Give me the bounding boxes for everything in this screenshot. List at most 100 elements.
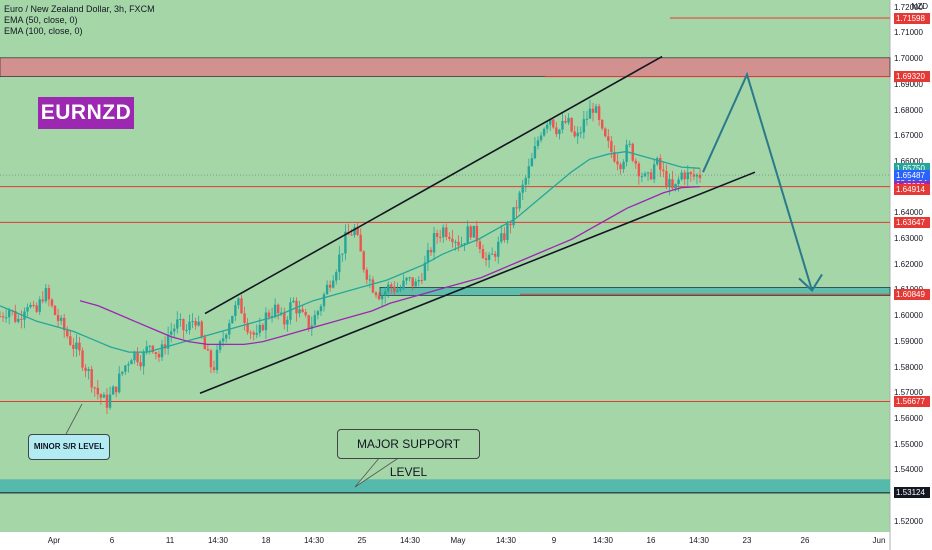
candle-body: [169, 331, 173, 335]
candle-body: [585, 118, 589, 120]
candle-body: [576, 132, 579, 137]
time-axis-panel: [0, 532, 890, 550]
candle-body: [686, 172, 689, 180]
candle-body: [674, 183, 677, 189]
candle-body: [133, 351, 136, 361]
candle-body: [377, 295, 381, 300]
ema100-legend[interactable]: EMA (100, close, 0): [4, 26, 83, 36]
candle-body: [656, 158, 659, 165]
candle-body: [90, 369, 93, 388]
price-tick-label: 1.66000: [894, 156, 923, 166]
ema100-line: [79, 185, 701, 346]
candle-body: [454, 241, 457, 243]
candle-body: [573, 131, 576, 137]
candle-body: [649, 172, 653, 180]
candle-body: [442, 227, 445, 238]
candle-body: [338, 254, 341, 273]
candle-body: [246, 322, 249, 333]
candle-body: [1, 316, 5, 318]
candle-body: [512, 207, 515, 226]
candle-body: [542, 128, 546, 136]
candle-body: [111, 386, 115, 395]
candle-body: [616, 161, 619, 165]
candle-body: [75, 342, 78, 349]
candle-body: [313, 315, 317, 326]
candle-body: [680, 172, 683, 180]
time-tick-label: 14:30: [592, 536, 614, 545]
price-tag: 1.56677: [894, 396, 930, 408]
candle-body: [188, 321, 191, 331]
major-support-zone: [0, 479, 890, 493]
symbol-title[interactable]: Euro / New Zealand Dollar, 3h, FXCM: [4, 4, 155, 14]
candle-body: [102, 394, 106, 398]
candle-body: [503, 233, 506, 241]
candle-body: [500, 233, 503, 242]
time-tick-label: 18: [261, 536, 271, 545]
candle-body: [570, 117, 573, 132]
candle-body: [683, 172, 686, 180]
candle-body: [625, 144, 628, 162]
candle-body: [677, 179, 680, 184]
candle-body: [176, 319, 179, 329]
candle-body: [252, 332, 255, 335]
candle-body: [689, 172, 693, 175]
price-tick-label: 1.64000: [894, 208, 923, 218]
candle-body: [53, 305, 57, 315]
candle-body: [50, 299, 54, 306]
candle-body: [438, 236, 442, 238]
candle-body: [203, 337, 207, 350]
time-tick-label: 14:30: [495, 536, 517, 545]
projection-arrow: [702, 71, 813, 291]
ema50-line: [0, 150, 701, 353]
candle-body: [628, 143, 631, 145]
candle-body: [591, 108, 595, 113]
candle-body: [539, 135, 543, 141]
price-tag: 1.65750: [894, 162, 930, 174]
time-tick-label: 11: [165, 536, 175, 545]
candle-body: [417, 279, 420, 282]
candle-body: [451, 238, 454, 243]
candle-body: [163, 344, 167, 349]
candle-body: [619, 164, 622, 170]
price-tag: 1.64914: [894, 184, 930, 196]
price-tick-label: 1.52000: [894, 516, 923, 526]
price-tick-label: 1.68000: [894, 105, 923, 115]
candle-body: [445, 227, 448, 237]
currency-label: NZD: [911, 2, 928, 11]
candle-body: [558, 129, 561, 135]
candle-body: [380, 295, 384, 300]
candle-body: [142, 352, 145, 367]
candle-body: [249, 332, 252, 334]
price-tick-label: 1.59000: [894, 336, 923, 346]
candle-body: [604, 128, 607, 137]
time-tick-label: Jun: [872, 536, 886, 545]
price-tick-label: 1.67000: [894, 131, 923, 141]
candle-body: [264, 312, 268, 331]
time-tick-label: May: [450, 536, 466, 545]
symbol-badge: EURNZD: [38, 97, 134, 129]
candle-body: [521, 184, 524, 193]
candle-body: [225, 334, 228, 339]
candle-body: [594, 106, 598, 113]
candle-body: [509, 223, 512, 226]
candle-body: [481, 249, 485, 259]
candle-body: [32, 304, 35, 306]
candle-body: [487, 254, 491, 260]
time-tick-label: 26: [800, 536, 810, 545]
candle-body: [47, 288, 51, 300]
candle-body: [237, 298, 240, 306]
major-support-callout: MAJOR SUPPORT LEVEL: [337, 429, 480, 479]
candle-body: [582, 119, 586, 133]
candle-body: [157, 353, 161, 358]
ema50-legend[interactable]: EMA (50, close, 0): [4, 15, 78, 25]
price-tag: 1.60849: [894, 288, 930, 300]
candle-body: [432, 233, 436, 253]
price-tick-label: 1.63000: [894, 234, 923, 243]
price-tag: 1.69320: [894, 71, 930, 83]
candle-body: [69, 336, 72, 345]
candle-body: [212, 367, 216, 371]
candle-body: [472, 225, 475, 238]
candle-body: [524, 178, 527, 185]
candle-body: [96, 387, 100, 395]
